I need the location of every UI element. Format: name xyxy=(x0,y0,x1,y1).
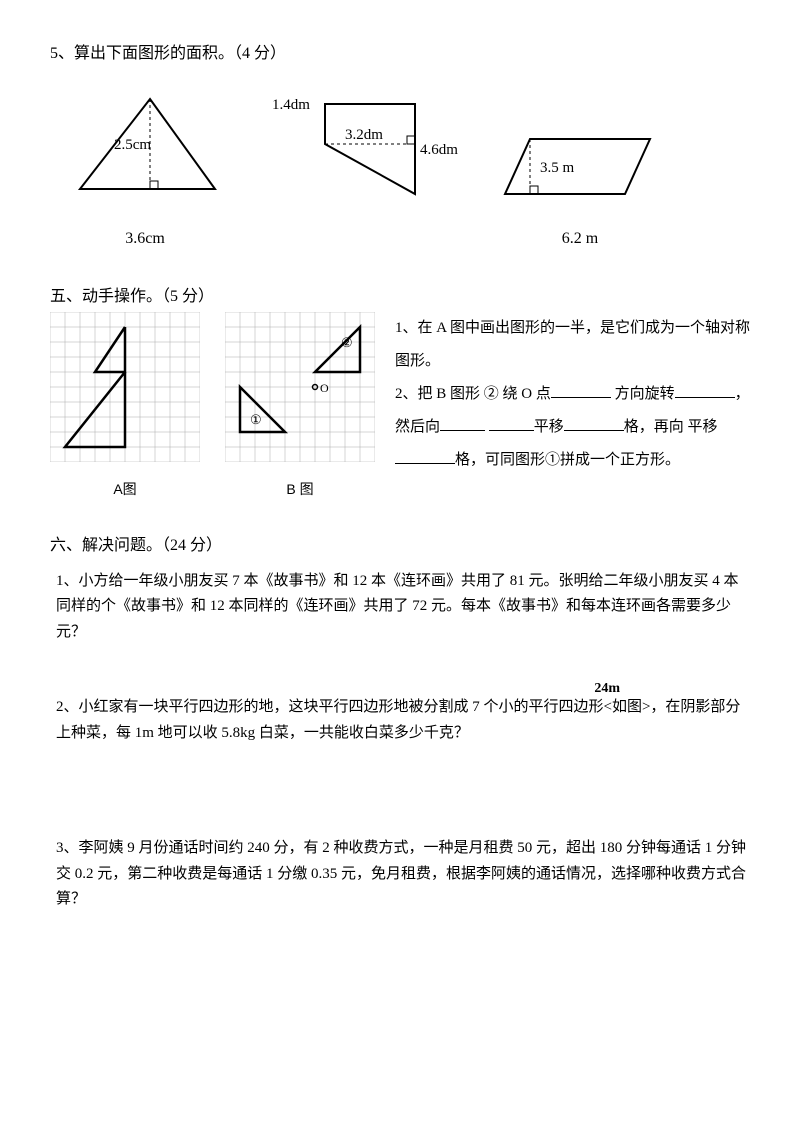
o-label: O xyxy=(320,381,329,395)
s6-title: 六、解决问题。（24 分） xyxy=(50,532,750,561)
q5-figures: 2.5cm 3.6cm 1.4dm 3.2dm 4.6dm 3.5 m 6.2 … xyxy=(70,84,750,254)
p2-dim-label: 24m xyxy=(594,677,620,701)
s6-p3: 3、李阿姨 9 月份通话时间约 240 分，有 2 种收费方式，一种是月租费 5… xyxy=(56,836,750,913)
gridA-svg xyxy=(50,312,200,462)
triangle-fig: 2.5cm 3.6cm xyxy=(70,94,220,254)
s6-p2: 2、小红家有一块平行四边形的地，这块平行四边形地被分割成 7 个小的平行四边形<… xyxy=(56,695,750,746)
gridA-label: A图 xyxy=(50,477,200,502)
para-svg: 3.5 m xyxy=(500,124,660,214)
triangle-svg: 2.5cm xyxy=(70,94,220,214)
para-h: 3.5 m xyxy=(540,160,575,176)
tri-h-label: 2.5cm xyxy=(114,137,151,153)
s5-right-text: 1、在 A 图中画出图形的一半，是它们成为一个轴对称图形。 2、把 B 图形 ②… xyxy=(395,312,750,477)
gridB-svg: ① ② O xyxy=(225,312,375,462)
trapezoid-fig: 1.4dm 3.2dm 4.6dm xyxy=(260,84,460,254)
gridB-label: B 图 xyxy=(225,477,375,502)
parallelogram-fig: 3.5 m 6.2 m xyxy=(500,124,660,254)
marker1: ① xyxy=(250,412,262,427)
tri-base-label: 3.6cm xyxy=(70,225,220,254)
trap-side: 4.6dm xyxy=(420,142,458,158)
gridB-box: ① ② O B 图 xyxy=(225,312,375,502)
s5-r1: 1、在 A 图中画出图形的一半，是它们成为一个轴对称图形。 xyxy=(395,312,750,378)
s6-p1: 1、小方给一年级小朋友买 7 本《故事书》和 12 本《连环画》共用了 81 元… xyxy=(56,569,750,646)
marker2: ② xyxy=(341,335,353,350)
s6-p2-wrap: 24m 2、小红家有一块平行四边形的地，这块平行四边形地被分割成 7 个小的平行… xyxy=(56,695,750,746)
q5-title: 5、算出下面图形的面积。（4 分） xyxy=(50,40,750,69)
trap-seg: 3.2dm xyxy=(345,127,383,143)
trapezoid-svg: 1.4dm 3.2dm 4.6dm xyxy=(260,84,460,214)
s5-title: 五、动手操作。（5 分） xyxy=(50,283,750,312)
gridA-box: A图 xyxy=(50,312,200,502)
trap-top: 1.4dm xyxy=(272,97,310,113)
s5-r2: 2、把 B 图形 ② 绕 O 点 方向旋转，然后向 平移格，再向 平移格，可同图… xyxy=(395,378,750,477)
para-base: 6.2 m xyxy=(500,225,660,254)
